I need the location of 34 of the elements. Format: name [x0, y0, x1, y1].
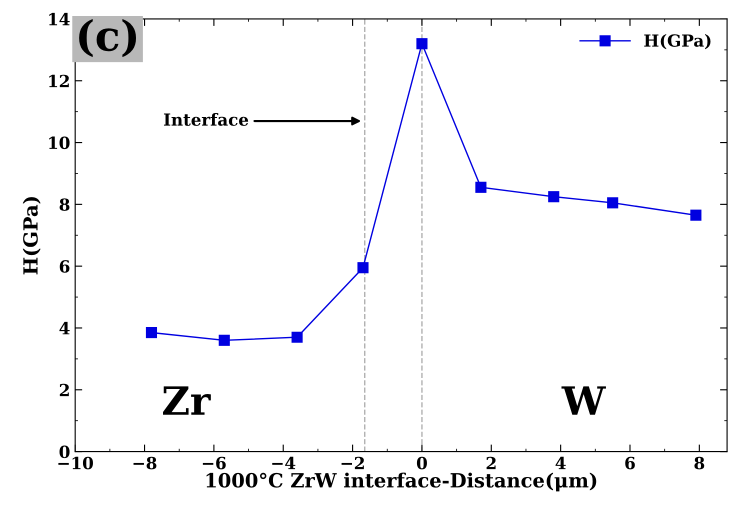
x-tick-label: 0: [416, 456, 427, 470]
x-tick-label: −10: [58, 456, 93, 470]
point: [292, 332, 303, 343]
point: [548, 191, 560, 202]
point: [690, 210, 702, 221]
annotation: W: [561, 386, 606, 415]
x-tick-label: −4: [272, 456, 296, 470]
y-tick-label: 0: [60, 446, 70, 458]
x-tick-label: 6: [625, 456, 635, 470]
y-tick-label: 8: [60, 198, 70, 211]
point: [475, 182, 486, 193]
x-tick-label: 8: [694, 456, 704, 470]
x-tick-label: −2: [342, 456, 364, 470]
y-tick-label: 6: [60, 260, 70, 273]
point: [218, 334, 230, 346]
x-axis-title: 1000°C ZrW interface-Distance(μm): [206, 472, 596, 492]
annotation: (c): [79, 18, 136, 58]
annotation: Interface: [164, 112, 248, 126]
y-tick-label: 2: [60, 384, 69, 396]
y-tick-label: 14: [49, 12, 70, 26]
y-tick-label: 12: [49, 74, 69, 88]
point: [607, 197, 618, 208]
y-axis-title: H(GPa): [22, 197, 41, 274]
legend-label: H(GPa): [644, 34, 710, 50]
x-tick-label: 4: [556, 456, 566, 470]
point: [357, 262, 369, 274]
x-tick-label: 2: [486, 456, 496, 470]
y-tick-label: 4: [59, 322, 70, 334]
y-tick-label: 10: [49, 136, 70, 150]
x-tick-label: −8: [134, 456, 156, 470]
point: [146, 327, 158, 338]
annotation: Zr: [163, 386, 211, 415]
x-tick-label: −6: [202, 456, 226, 470]
point: [416, 38, 428, 50]
